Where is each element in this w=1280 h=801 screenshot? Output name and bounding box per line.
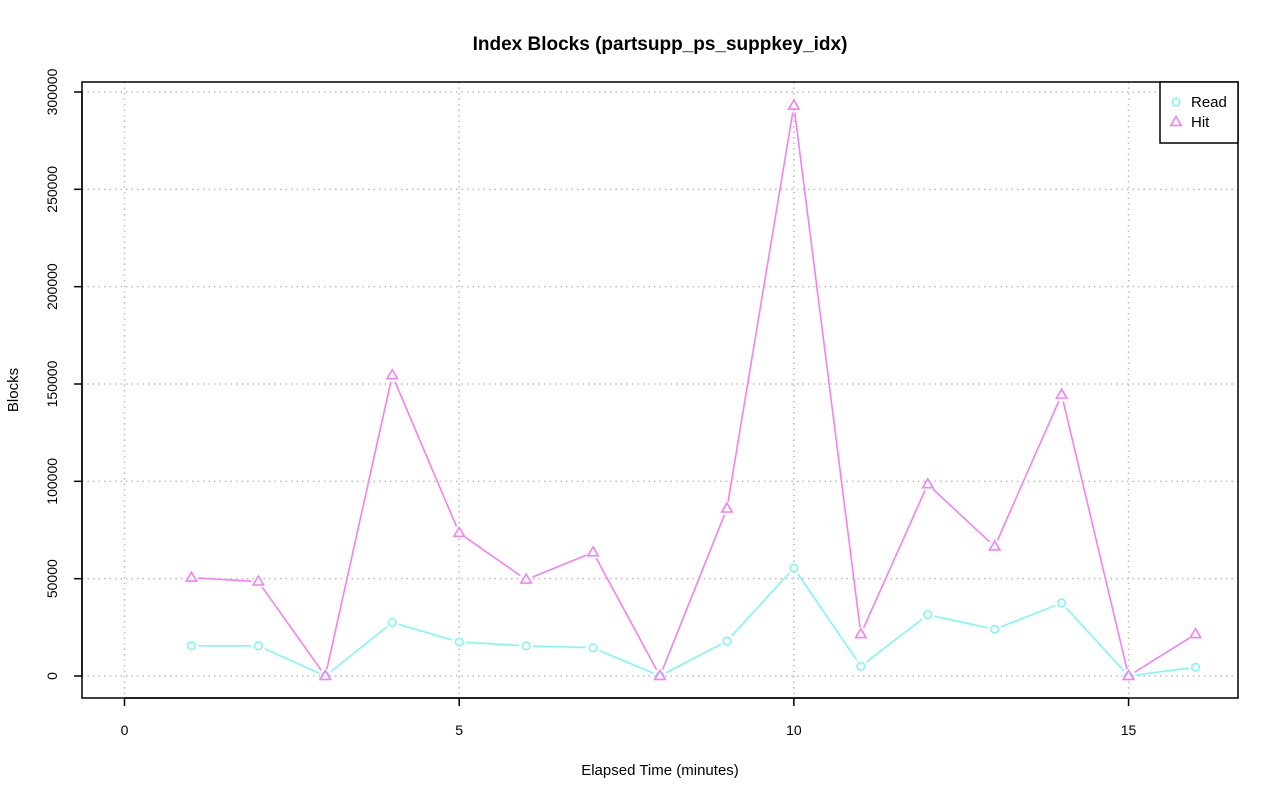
series-hit-segment [532,554,587,578]
series-read-point [990,624,1000,634]
series-hit-segment [464,536,521,577]
y-tick-label: 100000 [44,458,60,505]
series-read-segment [398,623,453,641]
series-read-point [387,617,397,628]
series-hit-point [519,572,533,584]
legend: Read Hit [1159,81,1239,144]
series-hit-segment [198,577,252,582]
legend-label-read: Read [1191,94,1227,111]
series-hit-segment [1134,637,1190,673]
series-read-point [253,641,263,651]
series-hit-point [452,525,466,538]
series-read-segment [665,643,722,674]
series-read-segment [934,615,989,629]
series-read-point [722,636,732,646]
chart-title: Index Blocks (partsupp_ps_suppkey_idx) [473,34,848,55]
series-hit-segment [326,381,392,670]
series-hit-point [653,668,667,681]
legend-label-hit: Hit [1191,114,1210,131]
series-hit-point [787,98,801,110]
series-read-segment [599,649,654,675]
series-read-point [454,637,464,647]
series-read-segment [264,647,320,674]
series-read-segment [330,626,388,673]
series-hit-segment [862,490,926,629]
series-read-point [1057,598,1067,608]
series-hit-segment [661,514,726,670]
series-hit-point [1055,387,1069,399]
series-read-point [856,661,866,671]
y-tick-label: 300000 [44,68,60,115]
series-hit-segment [394,381,458,527]
x-tick-label: 15 [1121,722,1137,738]
series-hit-point [988,539,1002,551]
series-hit-segment [1062,401,1128,670]
y-tick-label: 250000 [44,166,60,213]
series-read-segment [1135,667,1189,676]
series-hit-point [184,570,199,582]
series-read-point [1190,662,1201,672]
series-hit-point [586,545,600,557]
series-read-segment [466,641,520,647]
y-axis-label: Blocks [5,368,22,412]
y-tick-label: 150000 [44,360,60,407]
x-tick-label: 5 [455,722,463,738]
x-axis-label: Elapsed Time (minutes) [581,762,739,779]
y-axis: 0 50000 100000 150000 200000 250000 300000 [44,68,83,680]
series-layer [184,98,1203,681]
series-read-point [923,610,933,620]
series-hit [184,98,1203,681]
series-hit-point [854,627,868,639]
x-axis: 0 5 10 15 [121,697,1137,738]
series-hit-segment [793,112,861,628]
series-read-segment [1065,607,1125,672]
series-hit-segment [996,400,1060,541]
series-hit-point [1188,627,1203,639]
series-hit-point [318,668,332,681]
series-hit-segment [727,112,794,502]
series-hit-point [921,477,935,489]
series-read-segment [797,573,858,661]
series-read [186,563,1201,681]
series-read-point [789,563,799,573]
series-read-point [588,643,598,653]
y-tick-label: 200000 [44,263,60,310]
y-tick-label: 0 [44,672,60,680]
series-read-segment [865,618,923,663]
series-hit-point [251,574,265,586]
series-hit-point [385,368,399,380]
y-tick-label: 50000 [44,559,60,598]
series-read-point [186,641,197,651]
x-tick-label: 10 [786,722,802,738]
series-hit-point [720,501,734,513]
legend-marker-read [1171,97,1181,107]
series-hit-segment [595,558,658,671]
legend-box [1159,81,1239,144]
series-read-segment [1000,604,1056,628]
series-read-segment [731,572,790,637]
series-read-segment [533,645,587,649]
series-hit-segment [932,488,991,543]
grid-lines [82,82,1238,698]
x-tick-label: 0 [121,722,129,738]
series-hit-segment [261,586,322,671]
series-hit-point [1121,668,1136,681]
series-read-point [521,641,531,651]
legend-marker-hit [1169,114,1183,127]
